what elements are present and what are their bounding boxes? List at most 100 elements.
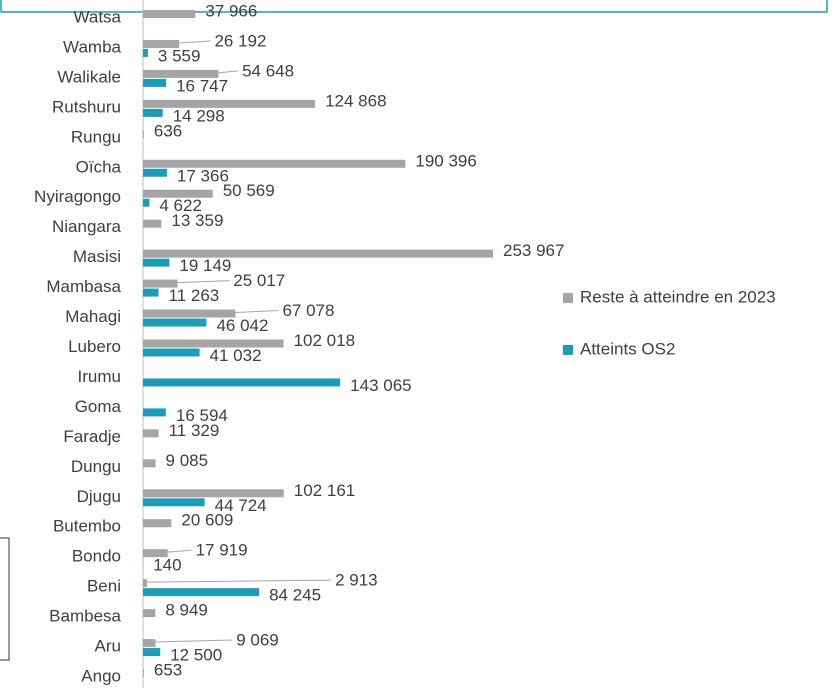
data-label: 25 017 bbox=[233, 271, 285, 290]
data-label: 26 192 bbox=[214, 31, 266, 50]
data-label: 2 913 bbox=[335, 571, 378, 590]
bar bbox=[143, 48, 148, 57]
leader-line bbox=[235, 310, 279, 314]
legend-label: Reste à atteindre en 2023 bbox=[580, 287, 776, 306]
category-label: Mahagi bbox=[65, 307, 121, 326]
bar bbox=[143, 549, 168, 558]
bar bbox=[143, 108, 163, 117]
bar bbox=[143, 639, 156, 648]
data-label: 20 609 bbox=[181, 511, 233, 530]
data-label: 4 622 bbox=[159, 196, 202, 215]
bar bbox=[143, 189, 213, 198]
data-label: 8 949 bbox=[165, 601, 208, 620]
bar bbox=[143, 519, 172, 528]
legend-label: Atteints OS2 bbox=[580, 339, 675, 358]
data-label: 9 069 bbox=[236, 631, 279, 650]
data-label: 41 032 bbox=[210, 346, 262, 365]
category-label: Masisi bbox=[73, 247, 121, 266]
bar bbox=[143, 219, 162, 228]
data-label: 17 919 bbox=[196, 541, 248, 560]
category-label: Oïcha bbox=[76, 157, 122, 176]
category-label: Goma bbox=[75, 397, 122, 416]
data-label: 46 042 bbox=[216, 316, 268, 335]
category-label: Niangara bbox=[52, 217, 122, 236]
bar bbox=[143, 129, 144, 138]
bar bbox=[143, 588, 260, 597]
bar bbox=[143, 408, 166, 417]
data-label: 143 065 bbox=[350, 376, 411, 395]
bar bbox=[143, 249, 493, 258]
data-label: 14 298 bbox=[173, 106, 225, 125]
data-label: 253 967 bbox=[503, 241, 564, 260]
data-label: 17 366 bbox=[177, 166, 229, 185]
bar bbox=[143, 648, 161, 657]
bar bbox=[143, 429, 159, 438]
category-label: Aru bbox=[95, 637, 121, 656]
data-label: 54 648 bbox=[242, 61, 294, 80]
bar bbox=[143, 168, 167, 177]
category-label: Walikale bbox=[57, 67, 121, 86]
category-label: Butembo bbox=[53, 517, 121, 536]
category-label: Dungu bbox=[71, 457, 121, 476]
data-label: 19 149 bbox=[179, 256, 231, 275]
data-label: 16 594 bbox=[176, 406, 228, 425]
data-label: 84 245 bbox=[269, 586, 321, 605]
bar bbox=[143, 579, 148, 588]
bar bbox=[143, 99, 316, 108]
data-label: 102 018 bbox=[294, 331, 355, 350]
bar bbox=[143, 258, 170, 267]
bar bbox=[143, 279, 178, 288]
bar bbox=[143, 498, 205, 507]
data-label: 44 724 bbox=[215, 496, 267, 515]
bar bbox=[143, 288, 159, 297]
leader-line bbox=[147, 579, 332, 583]
legend-swatch bbox=[563, 293, 573, 303]
category-label: Ango bbox=[81, 666, 121, 685]
data-label: 37 966 bbox=[205, 1, 257, 20]
category-label: Irumu bbox=[78, 367, 121, 386]
category-label: Watsa bbox=[73, 7, 121, 26]
leader-line bbox=[177, 280, 230, 284]
data-label: 190 396 bbox=[415, 151, 476, 170]
category-label: Djugu bbox=[77, 487, 121, 506]
bar bbox=[143, 159, 406, 168]
data-label: 124 868 bbox=[325, 91, 386, 110]
data-label: 9 085 bbox=[166, 451, 209, 470]
data-label: 50 569 bbox=[223, 181, 275, 200]
legend-swatch bbox=[563, 345, 573, 355]
category-label: Lubero bbox=[68, 337, 121, 356]
category-label: Bondo bbox=[72, 547, 121, 566]
bar bbox=[143, 318, 207, 327]
category-label: Nyiragongo bbox=[34, 187, 121, 206]
data-label: 653 bbox=[154, 660, 182, 679]
data-label: 11 263 bbox=[169, 286, 220, 305]
bar bbox=[143, 39, 180, 48]
data-label: 3 559 bbox=[158, 46, 201, 65]
data-label: 11 329 bbox=[169, 421, 220, 440]
bar bbox=[143, 339, 284, 348]
frame bbox=[0, 0, 828, 13]
category-label: Bambesa bbox=[49, 607, 121, 626]
data-label: 12 500 bbox=[170, 646, 222, 665]
leader-line bbox=[167, 549, 192, 553]
category-label: Mambasa bbox=[46, 277, 121, 296]
bar bbox=[143, 489, 284, 498]
data-label: 67 078 bbox=[282, 301, 334, 320]
bar bbox=[143, 459, 156, 468]
data-label: 13 359 bbox=[171, 211, 223, 230]
bar bbox=[143, 198, 150, 207]
frame bbox=[0, 537, 10, 661]
leader-line bbox=[155, 639, 233, 643]
bar bbox=[143, 669, 144, 677]
data-label: 16 747 bbox=[176, 76, 228, 95]
category-label: Rutshuru bbox=[52, 97, 121, 116]
leader-line bbox=[179, 40, 211, 44]
category-label: Rungu bbox=[71, 127, 121, 146]
bar bbox=[143, 348, 200, 357]
bar bbox=[143, 309, 236, 318]
bar bbox=[143, 69, 219, 78]
leader-line bbox=[218, 70, 239, 74]
data-label: 102 161 bbox=[294, 481, 355, 500]
data-label: 636 bbox=[154, 121, 182, 140]
